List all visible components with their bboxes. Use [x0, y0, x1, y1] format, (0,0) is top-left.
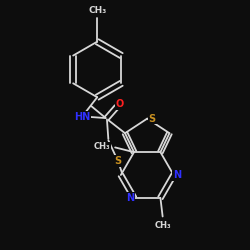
Text: CH₃: CH₃: [155, 222, 172, 230]
Text: S: S: [114, 156, 121, 166]
Text: O: O: [115, 99, 124, 109]
Text: N: N: [126, 193, 134, 203]
Text: S: S: [149, 114, 156, 124]
Text: N: N: [173, 170, 181, 180]
Text: CH₃: CH₃: [88, 6, 106, 15]
Text: HN: HN: [74, 112, 90, 122]
Text: CH₃: CH₃: [94, 142, 110, 151]
